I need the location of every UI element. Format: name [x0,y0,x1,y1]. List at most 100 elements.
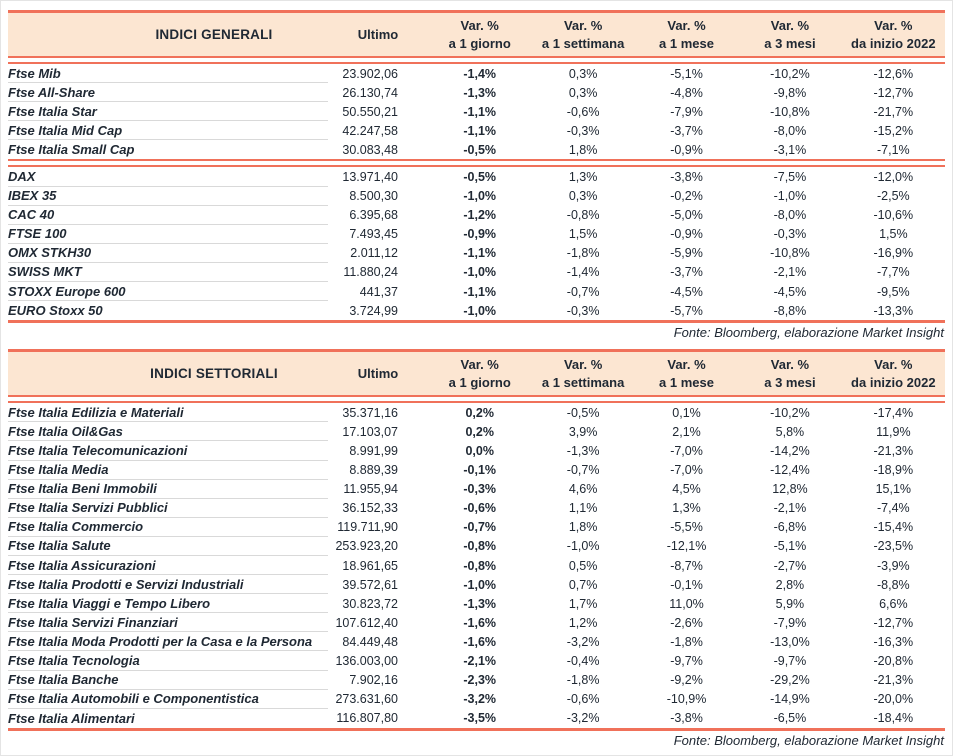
index-name: Ftse Italia Star [8,102,328,122]
var-label-line1: Var. % [460,17,499,33]
var-1-day: -1,2% [463,208,497,223]
var-1-month: -0,9% [670,142,703,157]
double-divider [8,395,945,404]
index-name: Ftse All-Share [8,83,328,103]
var-3-months: 12,8% [772,482,808,497]
var-label-line2: a 1 settimana [541,374,625,390]
var-1-day: -1,0% [463,577,497,592]
index-name: Ftse Italia Assicurazioni [8,556,328,576]
var-3-months: -14,9% [770,692,810,707]
var-1-day: -1,1% [463,246,497,261]
var-1-day: -0,8% [463,558,497,573]
var-1-month: 11,0% [669,596,704,611]
var-ytd-2022: -2,5% [877,189,910,204]
index-name: Ftse Mib [8,64,328,84]
var-1-day: 0,2% [465,424,494,439]
var-1-month: -4,8% [670,85,703,100]
table-row: Ftse Italia Tecnologia 136.003,00 -2,1% … [8,651,945,671]
var-1-week: 0,7% [568,577,598,592]
table-row: IBEX 35 8.500,30 -1,0% 0,3% -0,2% -1,0% … [8,187,945,206]
index-name: Ftse Italia Automobili e Componentistica [8,690,328,709]
var-1-day: -1,0% [463,189,497,204]
var-ytd-2022: 1,5% [879,227,908,242]
var-3-months: 5,9% [775,596,805,611]
var-1-month: -12,1% [666,539,707,554]
var-1-month: -5,7% [670,303,703,318]
var-1-week: 3,9% [568,424,598,439]
var-1-month: -8,7% [670,558,703,573]
index-name: DAX [8,167,328,187]
last-value: 50.550,21 [342,104,398,119]
table-row: Ftse Italia Assicurazioni 18.961,65 -0,8… [8,556,945,576]
sector-indices-group: Ftse Italia Edilizia e Materiali 35.371,… [8,403,945,728]
var-1-month: -3,8% [670,711,703,726]
last-value: 2.011,12 [350,246,398,261]
var-label-line1: Var. % [563,17,603,33]
var-ytd-2022: -12,0% [873,170,914,185]
index-name: Ftse Italia Small Cap [8,142,135,158]
var-3-months: -0,3% [773,227,807,242]
var-1-day: -1,1% [463,104,497,119]
table-row: Ftse Italia Media 8.889,39 -0,1% -0,7% -… [8,461,945,480]
table-row: Ftse Italia Small Cap 30.083,48 -0,5% 1,… [8,140,945,159]
column-header-var: Var. % a 1 giorno [428,352,531,395]
var-1-day: -3,5% [463,711,497,726]
var-1-month: -7,0% [670,463,703,478]
var-1-day: -2,1% [463,653,497,668]
table-title: INDICI GENERALI [155,27,273,42]
var-1-day: -2,3% [463,673,497,688]
index-name: Ftse Italia Servizi Finanziari [8,613,328,633]
var-label-line2: a 1 mese [659,35,714,51]
var-ytd-2022: -15,2% [873,123,914,138]
index-name: Ftse Italia Banche [8,671,328,690]
var-3-months: -6,5% [773,711,807,726]
var-ytd-2022: 15,1% [875,482,912,497]
last-value: 23.902,06 [342,66,398,81]
var-1-day: -0,3% [463,482,497,497]
var-3-months: -29,2% [770,673,810,688]
last-value: 119.711,90 [337,520,398,535]
var-1-month: 1,3% [672,501,701,516]
table-row: Ftse Italia Viaggi e Tempo Libero 30.823… [8,594,945,614]
table-row: Ftse Italia Moda Prodotti per la Casa e … [8,632,945,652]
var-1-day: 0,2% [465,405,494,420]
var-1-month: -0,1% [670,577,703,592]
last-value: 36.152,33 [342,501,398,516]
last-value: 273.631,60 [335,692,398,707]
last-value: 8.991,99 [349,443,398,458]
var-1-month: -7,9% [670,104,703,119]
var-ytd-2022: -18,9% [873,463,914,478]
var-ytd-2022: -20,0% [873,692,914,707]
column-header-var: Var. % da inizio 2022 [842,352,945,395]
var-1-day: -0,6% [463,501,497,516]
var-ytd-2022: -21,3% [873,443,914,458]
table-row: Ftse Italia Automobili e Componentistica… [8,690,945,709]
var-1-week: 1,8% [568,520,598,535]
index-name: Ftse Italia Telecomunicazioni [8,441,328,461]
var-3-months: -4,5% [773,284,807,299]
var-ytd-2022: -20,8% [873,653,914,668]
var-3-months: 5,8% [775,424,805,439]
column-header-var: Var. % a 1 settimana [531,13,634,56]
table-row: Ftse Italia Servizi Finanziari 107.612,4… [8,613,945,633]
table-row: Ftse Italia Star 50.550,21 -1,1% -0,6% -… [8,102,945,122]
var-1-day: -0,5% [463,142,497,157]
index-name: EURO Stoxx 50 [8,303,103,319]
var-3-months: -1,0% [773,189,807,204]
source-note: Fonte: Bloomberg, elaborazione Market In… [673,325,944,341]
index-name: Ftse Italia Moda Prodotti per la Casa e … [8,632,328,652]
var-1-week: -0,7% [566,463,600,478]
var-1-day: -1,1% [463,123,497,138]
last-value: 84.449,48 [342,634,398,649]
var-1-week: -0,3% [566,123,600,138]
var-1-week: -1,4% [566,265,600,280]
var-3-months: -10,2% [770,405,810,420]
var-ytd-2022: -16,9% [873,246,914,261]
var-1-month: -5,9% [670,246,703,261]
last-value: 30.823,72 [342,596,398,611]
column-header-var: Var. % a 3 mesi [738,352,841,395]
double-divider [8,159,945,168]
var-1-day: -0,9% [463,227,497,242]
var-label-line2: a 1 giorno [448,374,511,390]
